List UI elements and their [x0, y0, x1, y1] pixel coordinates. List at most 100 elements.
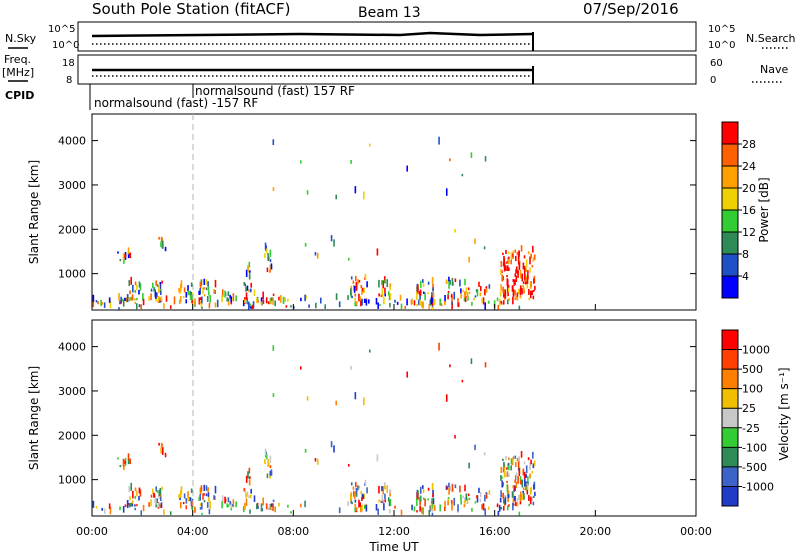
colorbar-swatch — [722, 486, 738, 507]
power-cell — [200, 279, 203, 286]
power-cell — [365, 299, 368, 306]
velocity-cell — [122, 464, 125, 467]
power-cell — [440, 303, 443, 307]
velocity-cell — [358, 499, 360, 508]
velocity-cell — [199, 506, 202, 510]
power-cell — [245, 286, 247, 292]
velocity-cell — [534, 491, 536, 497]
velocity-cell — [136, 490, 138, 497]
power-cell — [252, 301, 255, 309]
power-cell — [444, 294, 446, 303]
velocity-cell — [523, 471, 526, 480]
power-cell — [511, 285, 514, 292]
power-cell — [122, 252, 125, 258]
power-cell — [308, 304, 310, 308]
velocity-cell — [427, 487, 430, 491]
velocity-cell — [519, 494, 522, 502]
power-cell — [138, 281, 141, 288]
power-cell — [386, 279, 389, 288]
power-cell — [244, 299, 246, 303]
nsky-tick-low: 10^0 — [52, 40, 79, 51]
power-cell — [433, 298, 436, 305]
power-cell — [500, 260, 503, 268]
power-cell — [389, 302, 391, 308]
velocity-cell — [525, 481, 528, 489]
nsky-series — [91, 31, 534, 38]
velocity-cell — [506, 484, 509, 492]
velocity-cell — [213, 495, 215, 500]
velocity-cell — [518, 494, 520, 501]
power-cell — [101, 301, 103, 305]
power-cell — [404, 306, 406, 309]
power-cell — [532, 245, 534, 253]
velocity-cell — [264, 448, 267, 456]
power-cell — [462, 289, 464, 293]
velocity-cell — [117, 457, 119, 460]
power-cell — [199, 300, 202, 304]
velocity-cell — [517, 461, 520, 468]
power-cell — [530, 253, 532, 259]
power-cell — [447, 294, 449, 300]
velocity-cell — [514, 455, 517, 459]
velocity-cell — [518, 456, 520, 461]
power-cell — [260, 301, 263, 306]
power-cell — [463, 297, 466, 302]
power-cell — [419, 280, 422, 288]
colorbar-swatch — [722, 144, 738, 167]
power-cell — [205, 287, 208, 291]
velocity-plot-frame — [91, 319, 697, 517]
velocity-cell — [429, 505, 432, 512]
time-tick-label: 08:00 — [277, 525, 309, 538]
velocity-cell — [531, 470, 534, 474]
power-cell — [153, 286, 155, 292]
velocity-cell — [512, 458, 514, 465]
velocity-cell — [419, 500, 421, 506]
velocity-cell — [416, 498, 418, 506]
power-cell — [299, 160, 302, 164]
power-cell — [443, 301, 446, 306]
power-cell — [508, 298, 510, 301]
velocity-cell — [515, 481, 518, 489]
velocity-cell — [351, 501, 353, 505]
velocity-cell — [244, 489, 247, 493]
velocity-cell — [501, 476, 503, 480]
power-cell — [179, 291, 181, 295]
colorbar-tick-label: 1000 — [742, 344, 770, 357]
velocity-cell — [413, 506, 416, 512]
velocity-cell — [355, 507, 358, 511]
velocity-colorbar: 1000 500 100 25 -25 -100 -500 -1000 — [721, 329, 774, 507]
velocity-cell — [506, 467, 508, 470]
velocity-cell — [449, 364, 451, 368]
power-cell — [454, 229, 456, 233]
velocity-cell — [459, 485, 461, 493]
power-cell — [131, 294, 134, 301]
freq-panel: 18 8 60 0 — [62, 54, 723, 86]
velocity-cell — [203, 493, 205, 496]
power-cell — [164, 246, 167, 252]
velocity-cell — [221, 501, 223, 509]
nsky-tick-high: 10^5 — [48, 24, 75, 35]
power-cell — [198, 290, 200, 295]
colorbar-tick-label: 24 — [742, 160, 756, 173]
velocity-cell — [358, 485, 361, 489]
velocity-cell — [338, 507, 341, 514]
power-ylabel: Slant Range [km] — [27, 160, 41, 264]
power-cell — [221, 295, 223, 303]
power-cell — [248, 273, 251, 280]
power-y-axis: 1000 2000 3000 4000 — [58, 135, 696, 281]
velocity-cell — [483, 452, 486, 456]
velocity-cell — [474, 501, 477, 504]
power-cell — [268, 256, 270, 260]
velocity-cell — [377, 508, 379, 515]
velocity-cell — [512, 485, 515, 488]
velocity-cell — [384, 499, 387, 503]
velocity-cell — [365, 505, 368, 512]
power-cell — [216, 299, 219, 308]
power-cell — [142, 298, 145, 306]
power-cell — [140, 304, 143, 310]
power-cell — [499, 291, 502, 297]
power-cell — [503, 290, 505, 298]
velocity-cell — [512, 456, 515, 460]
power-cell — [476, 289, 479, 297]
colorbar-swatch — [722, 388, 738, 409]
